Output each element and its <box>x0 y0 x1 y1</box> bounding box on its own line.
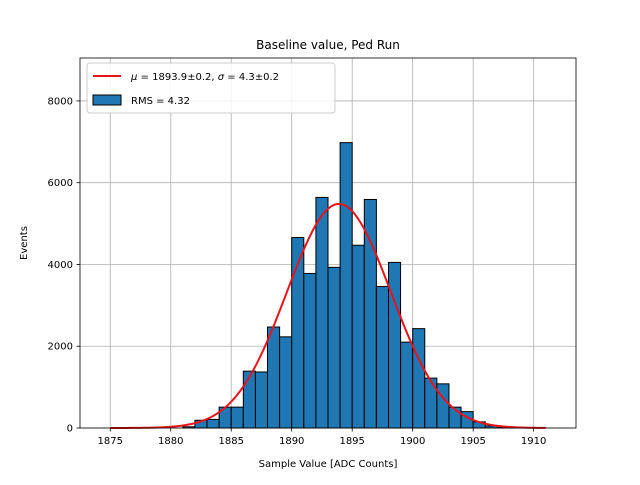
x-tick-label: 1900 <box>400 436 425 447</box>
y-tick-label: 2000 <box>48 342 73 353</box>
x-tick-label: 1875 <box>98 436 123 447</box>
x-tick-label: 1895 <box>339 436 364 447</box>
histogram-bar <box>268 327 280 428</box>
chart-title: Baseline value, Ped Run <box>256 38 400 52</box>
legend-box <box>87 63 335 113</box>
histogram-bar <box>425 378 437 428</box>
histogram-bar <box>243 371 255 428</box>
legend-hist-swatch <box>93 95 121 105</box>
x-tick-label: 1880 <box>158 436 183 447</box>
histogram-bar <box>352 245 364 428</box>
y-tick-label: 0 <box>67 424 73 435</box>
x-tick-label: 1905 <box>460 436 485 447</box>
y-tick-label: 6000 <box>48 178 73 189</box>
x-tick-label: 1890 <box>279 436 304 447</box>
y-axis-label: Events <box>19 226 30 260</box>
histogram-bar <box>255 372 267 428</box>
histogram-bar <box>376 287 388 428</box>
histogram-bar <box>401 342 413 428</box>
legend-mu-value: = 1893.9±0.2, <box>137 72 217 83</box>
x-axis-label: Sample Value [ADC Counts] <box>259 459 398 470</box>
histogram-bar <box>340 143 352 428</box>
histogram-bar <box>328 267 340 428</box>
y-tick-label: 8000 <box>48 96 73 107</box>
x-tick-label: 1885 <box>218 436 243 447</box>
legend: μ = 1893.9±0.2, σ = 4.3±0.2 RMS = 4.32 <box>87 63 335 113</box>
legend-sigma-value: = 4.3±0.2 <box>224 72 279 83</box>
x-tick-label: 1910 <box>521 436 546 447</box>
histogram-bar <box>316 197 328 428</box>
legend-mu-symbol: μ <box>130 72 137 83</box>
y-tick-label: 4000 <box>48 260 73 271</box>
histogram-bar <box>207 419 219 428</box>
histogram-bar <box>437 384 449 428</box>
histogram-bar <box>280 337 292 428</box>
histogram-bar <box>304 273 316 428</box>
histogram-bar <box>388 262 400 428</box>
histogram-bar <box>413 329 425 428</box>
legend-fit-label: μ = 1893.9±0.2, σ = 4.3±0.2 <box>130 72 279 83</box>
histogram-bar <box>231 407 243 428</box>
legend-rms-label: RMS = 4.32 <box>131 96 190 107</box>
